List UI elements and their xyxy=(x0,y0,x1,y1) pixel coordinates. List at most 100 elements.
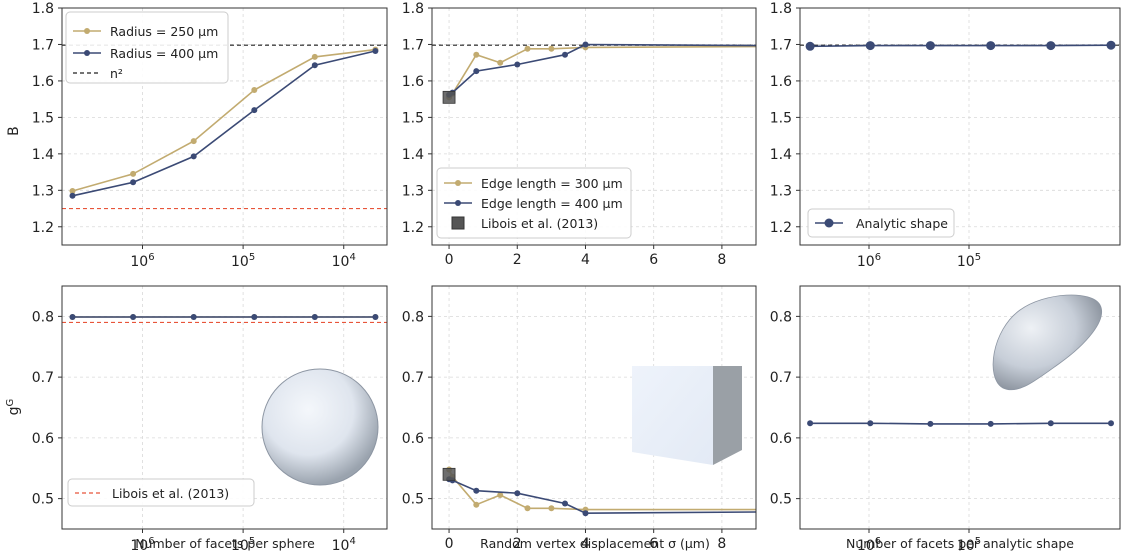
data-point-navy xyxy=(1046,41,1056,51)
y-tick-label: 0.7 xyxy=(402,370,424,386)
y-tick-label: 0.7 xyxy=(32,370,54,386)
tick-labels: 0.5 0.6 0.7 0.8 0 2 4 6 8 xyxy=(402,309,727,551)
y-tick-label: 1.7 xyxy=(770,37,792,53)
legend-marker-square xyxy=(451,216,465,230)
y-tick-label: 1.3 xyxy=(770,183,792,199)
data-point-gold xyxy=(473,501,480,508)
y-tick-label: 0.6 xyxy=(402,431,424,447)
data-point-navy xyxy=(867,420,874,427)
data-point-navy xyxy=(69,192,76,199)
y-tick-label: 1.8 xyxy=(32,1,54,17)
data-point-navy xyxy=(311,314,318,320)
sphere-shape xyxy=(261,368,379,486)
data-point-navy xyxy=(987,420,994,427)
data-point-gold xyxy=(130,170,137,177)
data-point-navy xyxy=(805,41,815,51)
inset-cube xyxy=(632,366,742,465)
axes-frame xyxy=(61,7,388,246)
x-tick-label: 106 xyxy=(857,536,881,551)
axes-frame xyxy=(431,7,757,246)
legend-marker-gold xyxy=(84,28,90,34)
x-axis-label: Random vertex displacement σ (µm) xyxy=(480,536,710,551)
data-point-navy xyxy=(372,48,379,54)
panel-bottom-middle: 0.5 0.6 0.7 0.8 0 2 4 6 8 Random vertex displace… xyxy=(402,285,757,551)
data-point-navy xyxy=(190,153,197,160)
x-tick-label: 106 xyxy=(857,252,881,270)
legend: Radius = 250 µm Radius = 400 µm n² xyxy=(65,11,229,84)
data-point-navy xyxy=(562,51,568,58)
legend-label: Analytic shape xyxy=(856,216,948,231)
y-axis-label: B xyxy=(6,126,22,136)
legend-label: n² xyxy=(110,66,123,81)
x-tick-label: 8 xyxy=(717,252,726,268)
analytic-shape xyxy=(992,294,1102,391)
inset-blob xyxy=(992,294,1102,391)
y-tick-label: 1.2 xyxy=(770,220,792,236)
x-tick-label: 105 xyxy=(231,252,255,270)
data-point-gold xyxy=(251,87,258,93)
cube-side-face xyxy=(713,366,742,465)
x-tick-label: 2 xyxy=(513,536,522,551)
legend-box xyxy=(436,167,632,239)
data-point-navy xyxy=(582,41,589,48)
libois-marker xyxy=(442,467,456,481)
series-line-navy xyxy=(810,44,1112,48)
data-point-navy xyxy=(807,420,814,427)
series-line-gold xyxy=(448,45,757,98)
axes-frame xyxy=(431,285,757,530)
y-tick-label: 1.2 xyxy=(32,220,54,236)
data-point-navy xyxy=(582,510,589,517)
x-tick-label: 6 xyxy=(649,252,658,268)
data-point-navy xyxy=(311,62,318,69)
data-point-navy xyxy=(130,179,137,186)
panel-top-left: 1.2 1.3 1.4 1.5 1.6 1.7 1.8 106 105 104 B Radius … xyxy=(6,1,388,270)
x-tick-label: 106 xyxy=(130,252,154,270)
legend-box xyxy=(65,11,229,84)
axes-frame xyxy=(799,285,1121,530)
data-point-navy xyxy=(927,420,934,427)
inset-sphere xyxy=(261,368,379,486)
data-point-navy xyxy=(925,41,935,51)
x-tick-label: 8 xyxy=(717,536,726,551)
data-point-navy xyxy=(251,107,258,114)
x-tick-label: 4 xyxy=(581,252,590,268)
tick-labels: 0.5 0.6 0.7 0.8 106 105 xyxy=(770,309,981,551)
legend-label: Edge length = 400 µm xyxy=(481,196,623,211)
x-tick-label: 6 xyxy=(649,536,658,551)
axes-frame xyxy=(799,7,1121,246)
data-point-navy xyxy=(190,314,197,320)
series-line-navy xyxy=(810,422,1111,425)
y-tick-label: 1.6 xyxy=(32,74,54,90)
legend-marker-navy xyxy=(455,200,461,206)
data-point-gold xyxy=(311,53,318,60)
y-tick-label: 1.6 xyxy=(770,74,792,90)
y-tick-label: 1.3 xyxy=(32,183,54,199)
data-point-gold xyxy=(497,492,504,498)
data-point-gold xyxy=(190,138,197,145)
x-tick-label: 104 xyxy=(332,252,356,270)
series-line-gold xyxy=(72,48,376,192)
y-tick-label: 0.8 xyxy=(770,309,792,325)
y-tick-label: 0.5 xyxy=(770,492,792,508)
legend: Edge length = 300 µm Edge length = 400 µ… xyxy=(436,167,632,239)
legend: Libois et al. (2013) xyxy=(67,478,255,507)
data-point-navy xyxy=(473,68,480,75)
y-axis-label: gG xyxy=(5,399,23,416)
data-point-navy xyxy=(1108,420,1114,427)
legend-marker-navy xyxy=(824,218,834,228)
data-point-navy xyxy=(1106,40,1116,50)
legend-marker-navy xyxy=(84,50,90,56)
y-tick-label: 0.7 xyxy=(770,370,792,386)
plot-area xyxy=(442,466,757,517)
legend-box xyxy=(67,478,255,507)
data-point-navy xyxy=(1047,420,1054,427)
panel-top-middle: 1.2 1.3 1.4 1.5 1.6 1.7 1.8 0 2 4 6 8 Edge length =… xyxy=(402,1,757,268)
y-tick-label: 0.8 xyxy=(32,309,54,325)
legend-label: Libois et al. (2013) xyxy=(481,216,598,231)
cube-front-face xyxy=(632,366,713,465)
y-tick-label: 1.2 xyxy=(402,220,424,236)
data-point-navy xyxy=(514,61,521,68)
x-tick-label: 0 xyxy=(445,252,454,268)
tick-labels: 1.2 1.3 1.4 1.5 1.6 1.7 1.8 106 105 xyxy=(770,1,981,270)
y-tick-label: 1.6 xyxy=(402,74,424,90)
